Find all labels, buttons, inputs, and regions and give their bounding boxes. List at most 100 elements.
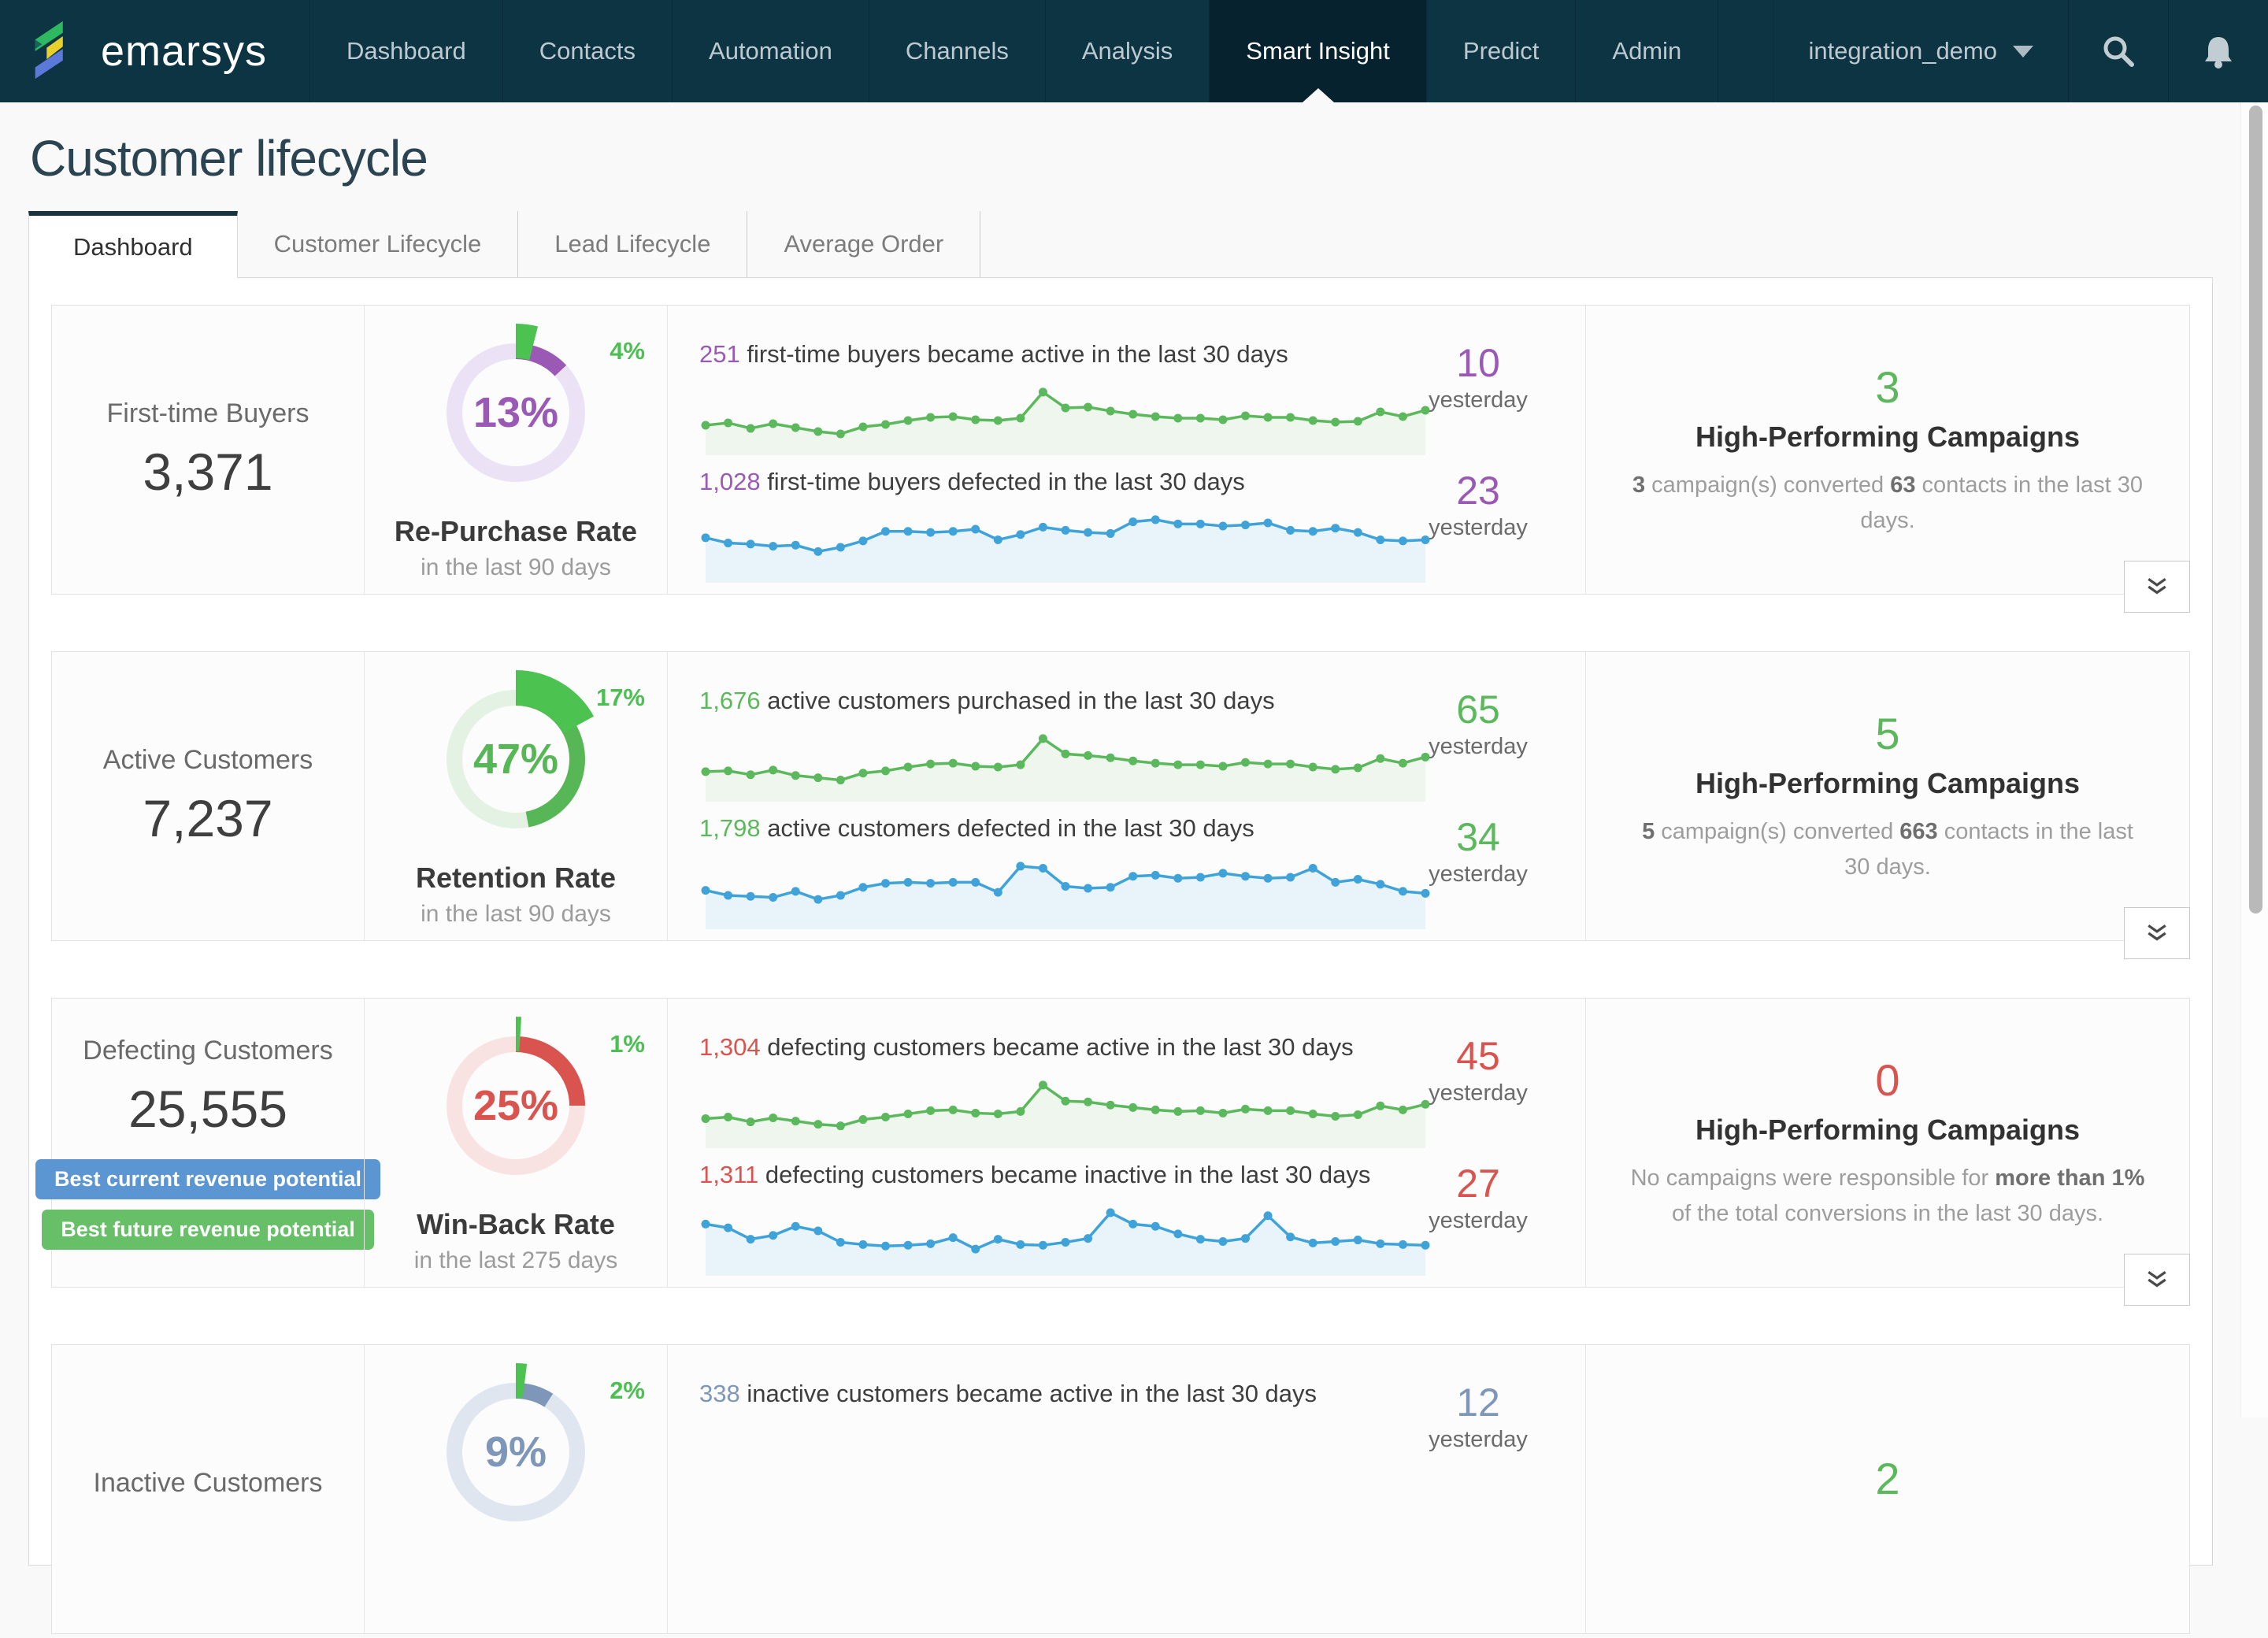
segment-stat: Defecting Customers 25,555 Best current … xyxy=(35,999,381,1287)
segment-badges: Best current revenue potential Best futu… xyxy=(35,1159,381,1250)
segment-count: 25,555 xyxy=(128,1080,287,1138)
nav-spacer xyxy=(1718,0,1773,102)
yesterday-stat: 23 yesterday xyxy=(1429,469,1528,540)
campaigns-panel: 2 xyxy=(1585,1345,2189,1633)
segment-stat: Active Customers 7,237 xyxy=(52,652,364,940)
expand-row-button[interactable] xyxy=(2124,561,2190,613)
campaigns-panel: 5 High-Performing Campaigns 5 campaign(s… xyxy=(1585,652,2189,940)
trends-panel: 1,304 defecting customers became active … xyxy=(667,999,1585,1287)
trend-defected: 1,798 active customers defected in the l… xyxy=(699,814,1585,939)
rate-donut-chart: 47% 17% xyxy=(421,665,645,854)
campaign-share-label: 17% xyxy=(595,684,645,711)
trend-became-active: 1,304 defecting customers became active … xyxy=(699,1033,1585,1158)
rate-value: 25% xyxy=(472,1082,559,1129)
campaign-title: High-Performing Campaigns xyxy=(1695,1113,2081,1146)
badge-current-revenue: Best current revenue potential xyxy=(35,1159,381,1199)
top-navbar: emarsys Dashboard Contacts Automation Ch… xyxy=(0,0,2268,102)
trend-became-active: 338 inactive customers became active in … xyxy=(699,1380,1585,1504)
search-button[interactable] xyxy=(2068,0,2168,102)
bell-icon xyxy=(2205,37,2232,69)
rate-title: Win-Back Rate xyxy=(417,1208,615,1240)
sparkline-chart xyxy=(701,515,1430,583)
trend-sentence: 1,676 active customers purchased in the … xyxy=(699,687,1275,714)
search-icon xyxy=(2103,36,2134,67)
campaign-share-label: 1% xyxy=(610,1030,645,1058)
nav-item-channels[interactable]: Channels xyxy=(869,0,1046,102)
nav-item-smart-insight[interactable]: Smart Insight xyxy=(1210,0,1427,102)
campaign-count: 2 xyxy=(1875,1453,1900,1503)
campaign-title: High-Performing Campaigns xyxy=(1695,420,2081,453)
emarsys-logo-icon xyxy=(35,20,63,80)
trend-lead-number: 1,304 xyxy=(699,1033,761,1061)
yesterday-stat: 34 yesterday xyxy=(1429,815,1528,887)
sparkline-chart xyxy=(701,862,1430,929)
segment-stat: Inactive Customers xyxy=(52,1345,364,1633)
trends-panel: 338 inactive customers became active in … xyxy=(667,1345,1585,1633)
campaign-description: 3 campaign(s) converted 63 contacts in t… xyxy=(1632,472,2144,533)
campaigns-panel: 0 High-Performing Campaigns No campaigns… xyxy=(1585,999,2189,1287)
tab-customer-lifecycle[interactable]: Customer Lifecycle xyxy=(238,211,519,277)
page-title: Customer lifecycle xyxy=(30,130,428,187)
rate-subtitle: in the last 90 days xyxy=(421,901,611,927)
nav-item-admin[interactable]: Admin xyxy=(1576,0,1719,102)
campaign-share-label: 4% xyxy=(610,337,645,365)
nav-item-contacts[interactable]: Contacts xyxy=(503,0,673,102)
yesterday-stat: 27 yesterday xyxy=(1429,1162,1528,1233)
double-chevron-down-icon xyxy=(2148,925,2166,941)
tab-lead-lifecycle[interactable]: Lead Lifecycle xyxy=(518,211,748,277)
account-menu[interactable]: integration_demo xyxy=(1773,0,2068,102)
rate-title: Retention Rate xyxy=(415,862,617,894)
trend-purchased: 1,676 active customers purchased in the … xyxy=(699,687,1585,811)
tab-average-order[interactable]: Average Order xyxy=(747,211,981,277)
nav-item-analysis[interactable]: Analysis xyxy=(1046,0,1210,102)
trend-became-active: 251 first-time buyers became active in t… xyxy=(699,340,1585,465)
trend-sentence: 1,311 defecting customers became inactiv… xyxy=(699,1161,1371,1188)
trend-sentence: 338 inactive customers became active in … xyxy=(699,1380,1317,1407)
sparkline-chart xyxy=(701,1208,1430,1276)
nav-item-predict[interactable]: Predict xyxy=(1427,0,1577,102)
trend-lead-number: 338 xyxy=(699,1380,740,1407)
campaign-title: High-Performing Campaigns xyxy=(1695,766,2081,799)
dashboard-panel: First-time Buyers 3,371 13% 4% Re-Purcha… xyxy=(28,277,2213,1634)
trends-panel: 1,676 active customers purchased in the … xyxy=(667,652,1585,940)
row-inactive-customers: Inactive Customers 9% 2% 338 inactive cu… xyxy=(51,1344,2190,1634)
main-menu: Dashboard Contacts Automation Channels A… xyxy=(310,0,1719,102)
notifications-button[interactable] xyxy=(2168,0,2268,102)
row-first-time-buyers: First-time Buyers 3,371 13% 4% Re-Purcha… xyxy=(51,305,2190,613)
brand-name: emarsys xyxy=(101,28,268,75)
scrollbar-thumb[interactable] xyxy=(2249,106,2262,914)
trend-sentence: 251 first-time buyers became active in t… xyxy=(699,340,1288,368)
segment-stat: First-time Buyers 3,371 xyxy=(52,306,364,594)
nav-item-dashboard[interactable]: Dashboard xyxy=(310,0,503,102)
sparkline-chart xyxy=(699,1514,936,1632)
segment-label: Active Customers xyxy=(102,744,313,775)
expand-row-button[interactable] xyxy=(2124,1254,2190,1306)
rate-donut-chart: 25% 1% xyxy=(421,1011,645,1200)
expand-row-button[interactable] xyxy=(2124,907,2190,959)
campaign-count: 0 xyxy=(1875,1054,1900,1105)
emarsys-logo[interactable]: emarsys xyxy=(0,0,311,102)
trend-lead-number: 1,028 xyxy=(699,468,761,495)
double-chevron-down-icon xyxy=(2148,1271,2166,1288)
badge-future-revenue: Best future revenue potential xyxy=(42,1210,374,1250)
trend-sentence: 1,304 defecting customers became active … xyxy=(699,1033,1354,1061)
campaign-count: 3 xyxy=(1875,361,1900,412)
row-defecting-customers: Defecting Customers 25,555 Best current … xyxy=(35,998,2190,1306)
rate-value: 13% xyxy=(472,389,559,436)
rate-donut-chart: 13% 4% xyxy=(421,318,645,507)
sparkline-chart xyxy=(701,387,1430,455)
yesterday-stat: 45 yesterday xyxy=(1429,1034,1528,1106)
tab-dashboard[interactable]: Dashboard xyxy=(28,211,238,278)
segment-label: Inactive Customers xyxy=(93,1467,323,1498)
sparkline-chart xyxy=(701,734,1430,802)
nav-item-automation[interactable]: Automation xyxy=(673,0,869,102)
yesterday-stat: 65 yesterday xyxy=(1429,687,1528,759)
campaign-description: No campaigns were responsible for more t… xyxy=(1630,1165,2145,1226)
campaign-count: 5 xyxy=(1875,708,1900,758)
rate-subtitle: in the last 90 days xyxy=(421,554,611,580)
account-name: integration_demo xyxy=(1808,37,1997,65)
campaign-description: 5 campaign(s) converted 663 contacts in … xyxy=(1642,818,2133,880)
campaign-share-label: 2% xyxy=(610,1377,645,1404)
trend-sentence: 1,028 first-time buyers defected in the … xyxy=(699,468,1245,495)
trend-secondary xyxy=(699,1514,1585,1638)
